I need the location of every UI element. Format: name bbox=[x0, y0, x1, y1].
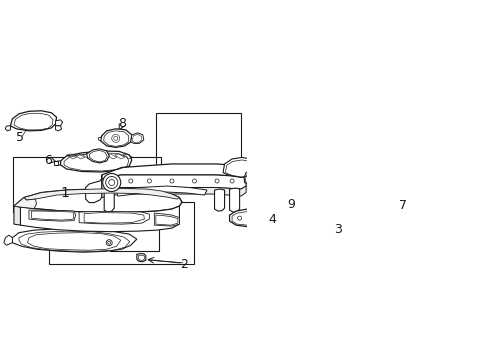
Polygon shape bbox=[53, 161, 57, 165]
Text: 5: 5 bbox=[17, 131, 24, 144]
Polygon shape bbox=[86, 175, 102, 203]
Ellipse shape bbox=[103, 174, 121, 192]
Polygon shape bbox=[24, 189, 179, 200]
Polygon shape bbox=[104, 192, 114, 212]
Polygon shape bbox=[14, 189, 182, 213]
Polygon shape bbox=[260, 172, 268, 183]
Polygon shape bbox=[259, 194, 268, 204]
Polygon shape bbox=[55, 120, 63, 126]
Text: 2: 2 bbox=[180, 258, 188, 271]
Polygon shape bbox=[10, 111, 56, 131]
Polygon shape bbox=[131, 133, 144, 143]
Polygon shape bbox=[137, 254, 146, 262]
Polygon shape bbox=[55, 161, 61, 165]
Polygon shape bbox=[102, 174, 246, 191]
Polygon shape bbox=[29, 210, 75, 221]
Polygon shape bbox=[230, 188, 240, 212]
Polygon shape bbox=[55, 126, 62, 131]
Polygon shape bbox=[154, 213, 179, 226]
Polygon shape bbox=[253, 216, 263, 226]
Polygon shape bbox=[344, 236, 351, 244]
Polygon shape bbox=[98, 136, 102, 141]
Polygon shape bbox=[117, 186, 207, 196]
Polygon shape bbox=[223, 157, 257, 177]
Text: 3: 3 bbox=[335, 222, 343, 236]
Text: 9: 9 bbox=[287, 198, 295, 211]
Polygon shape bbox=[79, 212, 149, 224]
Polygon shape bbox=[4, 235, 12, 245]
Polygon shape bbox=[244, 171, 258, 185]
Polygon shape bbox=[345, 246, 352, 254]
Polygon shape bbox=[215, 189, 224, 211]
Polygon shape bbox=[321, 212, 332, 223]
Polygon shape bbox=[14, 206, 21, 225]
Ellipse shape bbox=[106, 240, 112, 246]
Polygon shape bbox=[343, 226, 351, 234]
Text: 1: 1 bbox=[60, 185, 69, 199]
Polygon shape bbox=[5, 126, 10, 131]
Bar bbox=[49, 202, 195, 264]
Text: 4: 4 bbox=[268, 213, 276, 226]
Text: 7: 7 bbox=[398, 199, 407, 212]
Polygon shape bbox=[100, 129, 132, 147]
Polygon shape bbox=[14, 198, 36, 208]
Polygon shape bbox=[230, 209, 263, 227]
Polygon shape bbox=[258, 183, 267, 193]
Polygon shape bbox=[332, 162, 373, 198]
Text: 6: 6 bbox=[44, 154, 52, 167]
Polygon shape bbox=[87, 149, 109, 163]
Polygon shape bbox=[322, 198, 333, 209]
Bar bbox=[13, 157, 161, 212]
Bar bbox=[156, 113, 241, 167]
Polygon shape bbox=[102, 164, 247, 179]
Text: 8: 8 bbox=[118, 117, 126, 130]
Bar bbox=[110, 222, 159, 251]
Polygon shape bbox=[21, 206, 179, 231]
Polygon shape bbox=[61, 151, 132, 172]
Polygon shape bbox=[12, 229, 137, 252]
Polygon shape bbox=[102, 186, 246, 198]
